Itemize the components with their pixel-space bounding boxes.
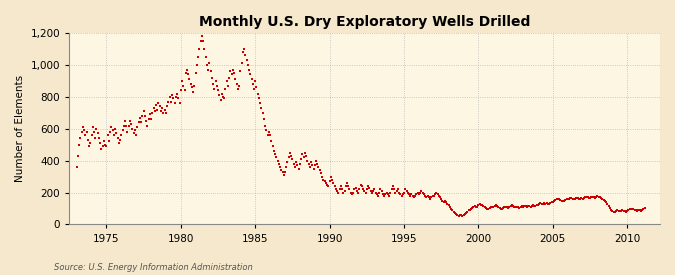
Text: Source: U.S. Energy Information Administration: Source: U.S. Energy Information Administ… <box>54 263 252 272</box>
Title: Monthly U.S. Dry Exploratory Wells Drilled: Monthly U.S. Dry Exploratory Wells Drill… <box>199 15 531 29</box>
Y-axis label: Number of Elements: Number of Elements <box>15 75 25 182</box>
